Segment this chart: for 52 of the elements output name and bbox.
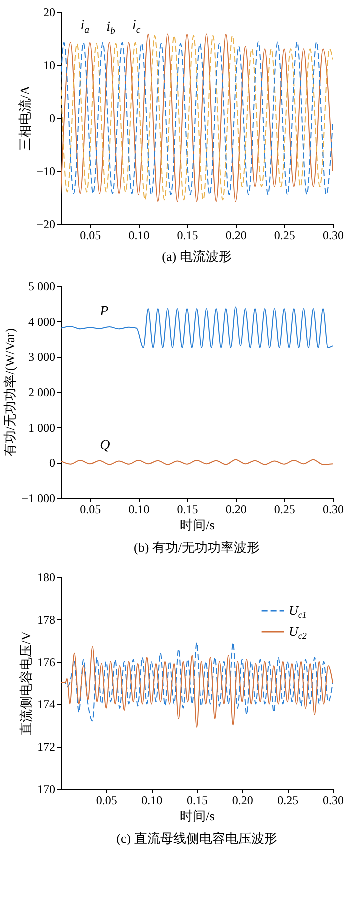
y-tick-label: −20 [36, 218, 56, 232]
x-tick-label: 0.10 [128, 502, 150, 516]
x-tick-label: 0.15 [187, 794, 208, 808]
text: (b) 有功/无功功率波形 [134, 540, 260, 555]
y-tick-label: −10 [36, 164, 56, 178]
annotation: i$_{b}$ [106, 20, 116, 38]
y-tick-label: 3 000 [28, 350, 56, 364]
y-tick-label: 180 [38, 570, 56, 584]
x-tick-label: 0.15 [177, 502, 198, 516]
line-series [61, 306, 333, 348]
y-tick-label: 178 [38, 612, 56, 627]
y-tick-label: 1 000 [28, 420, 56, 435]
x-tick-label: 0.30 [323, 794, 344, 808]
y-tick-label: 172 [38, 740, 56, 754]
y-tick-label: 20 [44, 6, 56, 20]
x-tick-label: 0.25 [274, 502, 296, 516]
y-tick-label: 0 [50, 456, 56, 470]
y-tick-label: 2 000 [28, 386, 56, 400]
x-tick-label: 0.30 [323, 228, 344, 242]
text: (a) 电流波形 [162, 249, 232, 264]
annotation: P [99, 304, 110, 320]
x-axis-title: 时间/s [180, 518, 215, 532]
y-axis-title: 有功/无功功率/(W/Var) [2, 328, 18, 456]
x-tick-label: 0.05 [80, 502, 102, 516]
x-tick-label: 0.10 [142, 794, 163, 808]
y-tick-label: 0 [50, 112, 56, 126]
legend-label: U$_{c2}$ [289, 624, 308, 642]
annotation: Q [100, 438, 110, 454]
x-tick-label: 0.25 [274, 228, 296, 242]
y-tick-label: 174 [38, 698, 56, 712]
x-tick-label: 0.10 [128, 228, 150, 242]
x-axis-title: 时间/s [180, 808, 215, 824]
annotation: i$_{a}$ [80, 18, 90, 36]
x-tick-label: 0.25 [278, 794, 299, 808]
x-tick-label: 0.05 [80, 228, 102, 242]
y-axis-title: 直流侧电容电压/V [18, 630, 34, 736]
x-tick-label: 0.20 [226, 228, 247, 242]
y-tick-label: 10 [44, 58, 56, 72]
x-tick-label: 0.15 [177, 228, 198, 242]
y-tick-label: 170 [38, 782, 56, 796]
annotation: i$_{c}$ [132, 18, 142, 36]
x-tick-label: 0.20 [226, 502, 247, 516]
y-tick-label: 4 000 [28, 314, 56, 329]
x-tick-label: 0.20 [232, 794, 254, 808]
legend-label: U$_{c1}$ [289, 603, 307, 620]
text: (c) 直流母线侧电容电压波形 [116, 831, 278, 846]
y-tick-label: −1 000 [22, 492, 56, 506]
y-axis-title: 三相电流/A [18, 85, 33, 151]
y-tick-label: 176 [38, 655, 56, 670]
y-tick-label: 5 000 [28, 280, 56, 294]
x-tick-label: 0.05 [96, 794, 118, 808]
x-tick-label: 0.30 [323, 502, 344, 516]
